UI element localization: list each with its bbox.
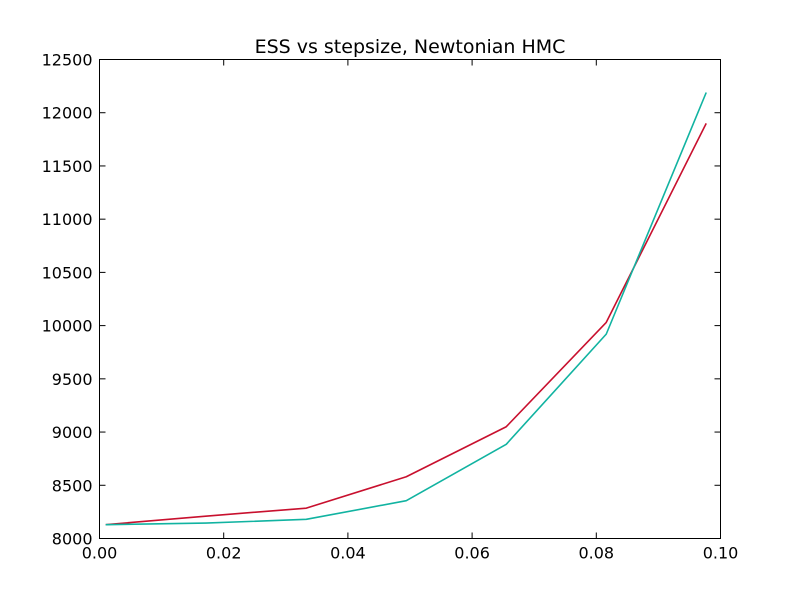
- y-tick-label: 11500: [42, 157, 93, 176]
- x-tick-label: 0.08: [578, 544, 614, 563]
- series-line-2: [105, 92, 707, 526]
- y-tick-label: 12500: [42, 51, 93, 70]
- x-tick-label: 0.02: [206, 544, 242, 563]
- y-tick-label: 9000: [52, 423, 93, 442]
- series-line-1: [105, 123, 707, 526]
- y-tick-label: 11000: [42, 210, 93, 229]
- x-tick-label: 0.10: [703, 544, 739, 563]
- y-tick-label: 10000: [42, 317, 93, 336]
- y-tick-label: 12000: [42, 104, 93, 123]
- y-tick-label: 8500: [52, 476, 93, 495]
- x-tick-label: 0.04: [330, 544, 366, 563]
- plot-series: [105, 92, 707, 526]
- chart-title: ESS vs stepsize, Newtonian HMC: [255, 36, 566, 58]
- x-tick-label: 0.00: [82, 544, 118, 563]
- y-tick-label: 9500: [52, 370, 93, 389]
- y-tick-label: 10500: [42, 263, 93, 282]
- plot-frame: [99, 59, 721, 539]
- y-tick-label: 8000: [52, 530, 93, 549]
- x-axis-ticks: 0.00 0.02 0.04 0.06 0.08 0.10: [82, 59, 739, 563]
- x-tick-label: 0.06: [454, 544, 490, 563]
- y-axis-ticks: 8000 8500 9000 9500 10000 10500 11000 11500 1200…: [42, 51, 721, 549]
